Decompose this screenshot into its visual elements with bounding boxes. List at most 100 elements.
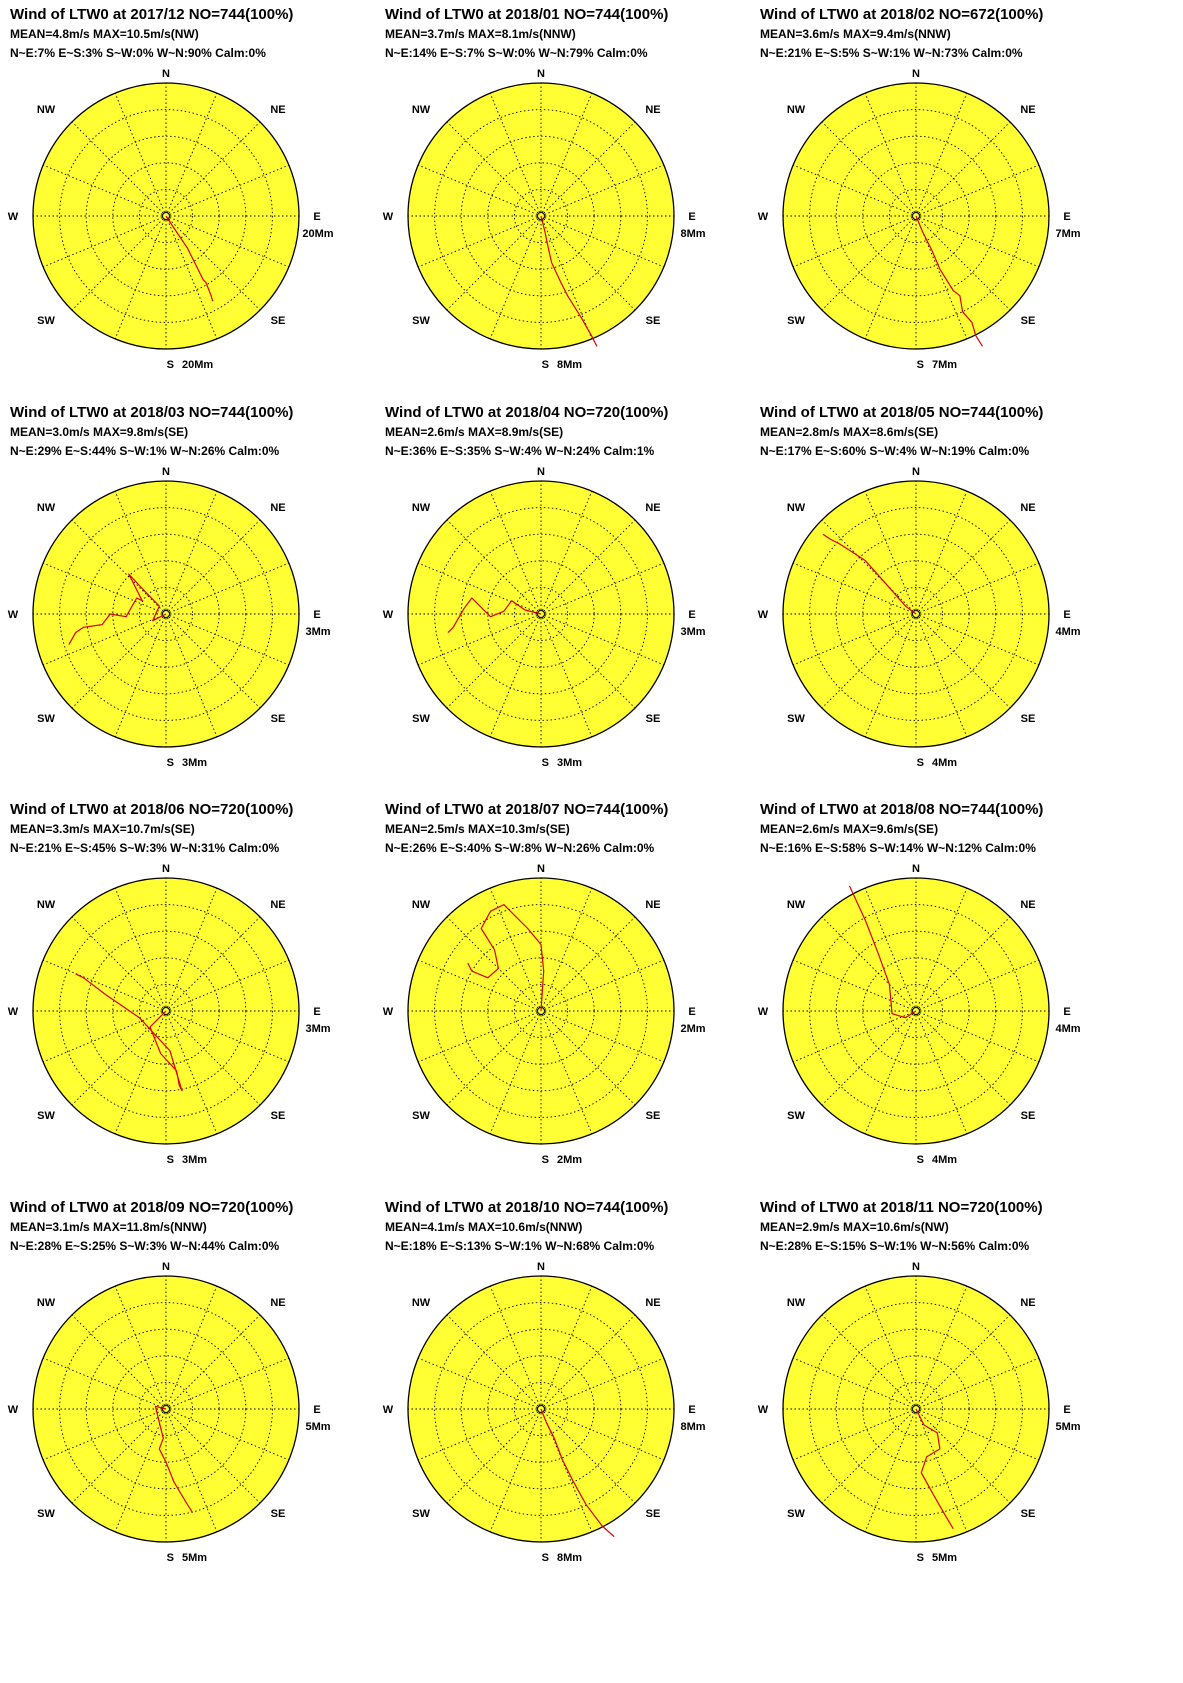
grid-spoke [42, 164, 163, 215]
wind-rose-panel: Wind of LTW0 at 2018/01 NO=744(100%) MEAN… [375, 0, 769, 420]
chart-stats: MEAN=4.8m/s MAX=10.5m/s(NW) [10, 27, 199, 41]
direction-label-nw: NW [412, 502, 431, 514]
grid-ring [460, 533, 622, 695]
grid-spoke [917, 92, 968, 213]
direction-label-w: W [8, 1404, 19, 1416]
grid-ring [85, 533, 247, 695]
wind-rose-plot: N NE E SE S SW W NW 20Mm 20Mm [8, 68, 334, 371]
direction-label-nw: NW [37, 104, 56, 116]
grid-spoke [919, 615, 1040, 666]
wind-rose-panel: Wind of LTW0 at 2017/12 NO=744(100%) MEAN… [0, 0, 394, 420]
chart-quadrants: N~E:29% E~S:44% S~W:1% W~N:26% Calm:0% [10, 444, 280, 458]
grid-spoke [489, 490, 540, 611]
scale-label-east: 3Mm [305, 626, 330, 638]
grid-ring [888, 983, 944, 1039]
direction-label-s: S [917, 1154, 924, 1166]
rose-center [912, 212, 920, 220]
scale-label-east: 7Mm [1055, 228, 1080, 240]
grid-ring [138, 586, 194, 642]
grid-spoke [544, 217, 665, 268]
grid-ring [809, 109, 1023, 323]
direction-label-se: SE [646, 713, 661, 725]
grid-ring [59, 109, 273, 323]
grid-spoke [71, 218, 164, 311]
wind-rose-panel: Wind of LTW0 at 2018/11 NO=720(100%) MEAN… [750, 1193, 1144, 1613]
grid-ring [85, 1328, 247, 1490]
scale-label-south: 3Mm [182, 757, 207, 769]
grid-spoke [167, 219, 218, 340]
chart-title: Wind of LTW0 at 2018/06 NO=720(100%) [10, 801, 294, 818]
grid-spoke [167, 490, 218, 611]
chart-quadrants: N~E:28% E~S:25% S~W:3% W~N:44% Calm:0% [10, 1239, 280, 1253]
grid-ring [434, 1302, 648, 1516]
scale-label-south: 8Mm [557, 359, 582, 371]
grid-spoke [446, 1411, 539, 1504]
direction-label-s: S [542, 757, 549, 769]
rose-center [912, 1405, 920, 1413]
grid-ring [460, 930, 622, 1092]
chart-title: Wind of LTW0 at 2018/10 NO=744(100%) [385, 1199, 669, 1216]
grid-spoke [543, 916, 636, 1009]
direction-label-n: N [537, 863, 545, 875]
grid-spoke [864, 617, 915, 738]
direction-label-ne: NE [645, 502, 660, 514]
grid-ring [460, 1328, 622, 1490]
grid-ring [138, 1381, 194, 1437]
grid-ring [835, 135, 997, 297]
wind-rose-plot: N NE E SE S SW W NW 7Mm 7Mm [758, 68, 1081, 371]
scale-label-south: 4Mm [932, 1154, 957, 1166]
scale-label-south: 5Mm [182, 1552, 207, 1564]
direction-label-se: SE [646, 315, 661, 327]
grid-spoke [417, 1410, 538, 1461]
wind-rose-plot: N NE E SE S SW W NW 5Mm 5Mm [8, 1261, 331, 1564]
grid-spoke [114, 92, 165, 213]
wind-rose-plot: N NE E SE S SW W NW 8Mm 8Mm [383, 1261, 706, 1564]
direction-label-e: E [313, 211, 320, 223]
wind-run-track [915, 215, 984, 347]
rose-center [162, 1405, 170, 1413]
direction-label-s: S [542, 1154, 549, 1166]
wind-run-track [540, 215, 598, 347]
direction-label-sw: SW [37, 713, 55, 725]
wind-rose-panel: Wind of LTW0 at 2018/03 NO=744(100%) MEAN… [0, 398, 394, 818]
wind-run-track [154, 1405, 194, 1514]
wind-rose-panel: Wind of LTW0 at 2018/09 NO=720(100%) MEAN… [0, 1193, 394, 1613]
grid-spoke [917, 219, 968, 340]
chart-title: Wind of LTW0 at 2018/03 NO=744(100%) [10, 404, 294, 421]
grid-spoke [919, 1410, 1040, 1461]
direction-label-w: W [8, 609, 19, 621]
direction-label-sw: SW [412, 315, 430, 327]
scale-label-east: 3Mm [305, 1023, 330, 1035]
direction-label-ne: NE [1020, 104, 1035, 116]
wind-rose-panel: Wind of LTW0 at 2018/07 NO=744(100%) MEAN… [375, 795, 769, 1215]
chart-title: Wind of LTW0 at 2018/02 NO=672(100%) [760, 6, 1044, 23]
grid-spoke [169, 1357, 290, 1408]
grid-spoke [544, 164, 665, 215]
grid-spoke [917, 490, 968, 611]
direction-label-e: E [1063, 211, 1070, 223]
grid-spoke [169, 1410, 290, 1461]
direction-label-sw: SW [787, 713, 805, 725]
chart-quadrants: N~E:36% E~S:35% S~W:4% W~N:24% Calm:1% [385, 444, 655, 458]
grid-spoke [919, 959, 1040, 1010]
wind-rose-plot: N NE E SE S SW W NW 3Mm 3Mm [8, 466, 331, 769]
scale-label-east: 5Mm [1055, 1421, 1080, 1433]
grid-spoke [821, 616, 914, 709]
direction-label-se: SE [271, 315, 286, 327]
wind-run-track [467, 903, 545, 1012]
wind-rose-panel: Wind of LTW0 at 2018/06 NO=720(100%) MEAN… [0, 795, 394, 1215]
grid-spoke [489, 92, 540, 213]
direction-label-nw: NW [412, 899, 431, 911]
chart-quadrants: N~E:17% E~S:60% S~W:4% W~N:19% Calm:0% [760, 444, 1030, 458]
grid-spoke [544, 1410, 665, 1461]
grid-spoke [71, 121, 164, 214]
chart-stats: MEAN=2.6m/s MAX=9.6m/s(SE) [760, 822, 939, 836]
grid-spoke [42, 615, 163, 666]
direction-label-se: SE [271, 1508, 286, 1520]
scale-label-south: 5Mm [932, 1552, 957, 1564]
grid-spoke [544, 1357, 665, 1408]
grid-ring [85, 135, 247, 297]
rose-center [537, 1405, 545, 1413]
grid-spoke [169, 1012, 290, 1063]
